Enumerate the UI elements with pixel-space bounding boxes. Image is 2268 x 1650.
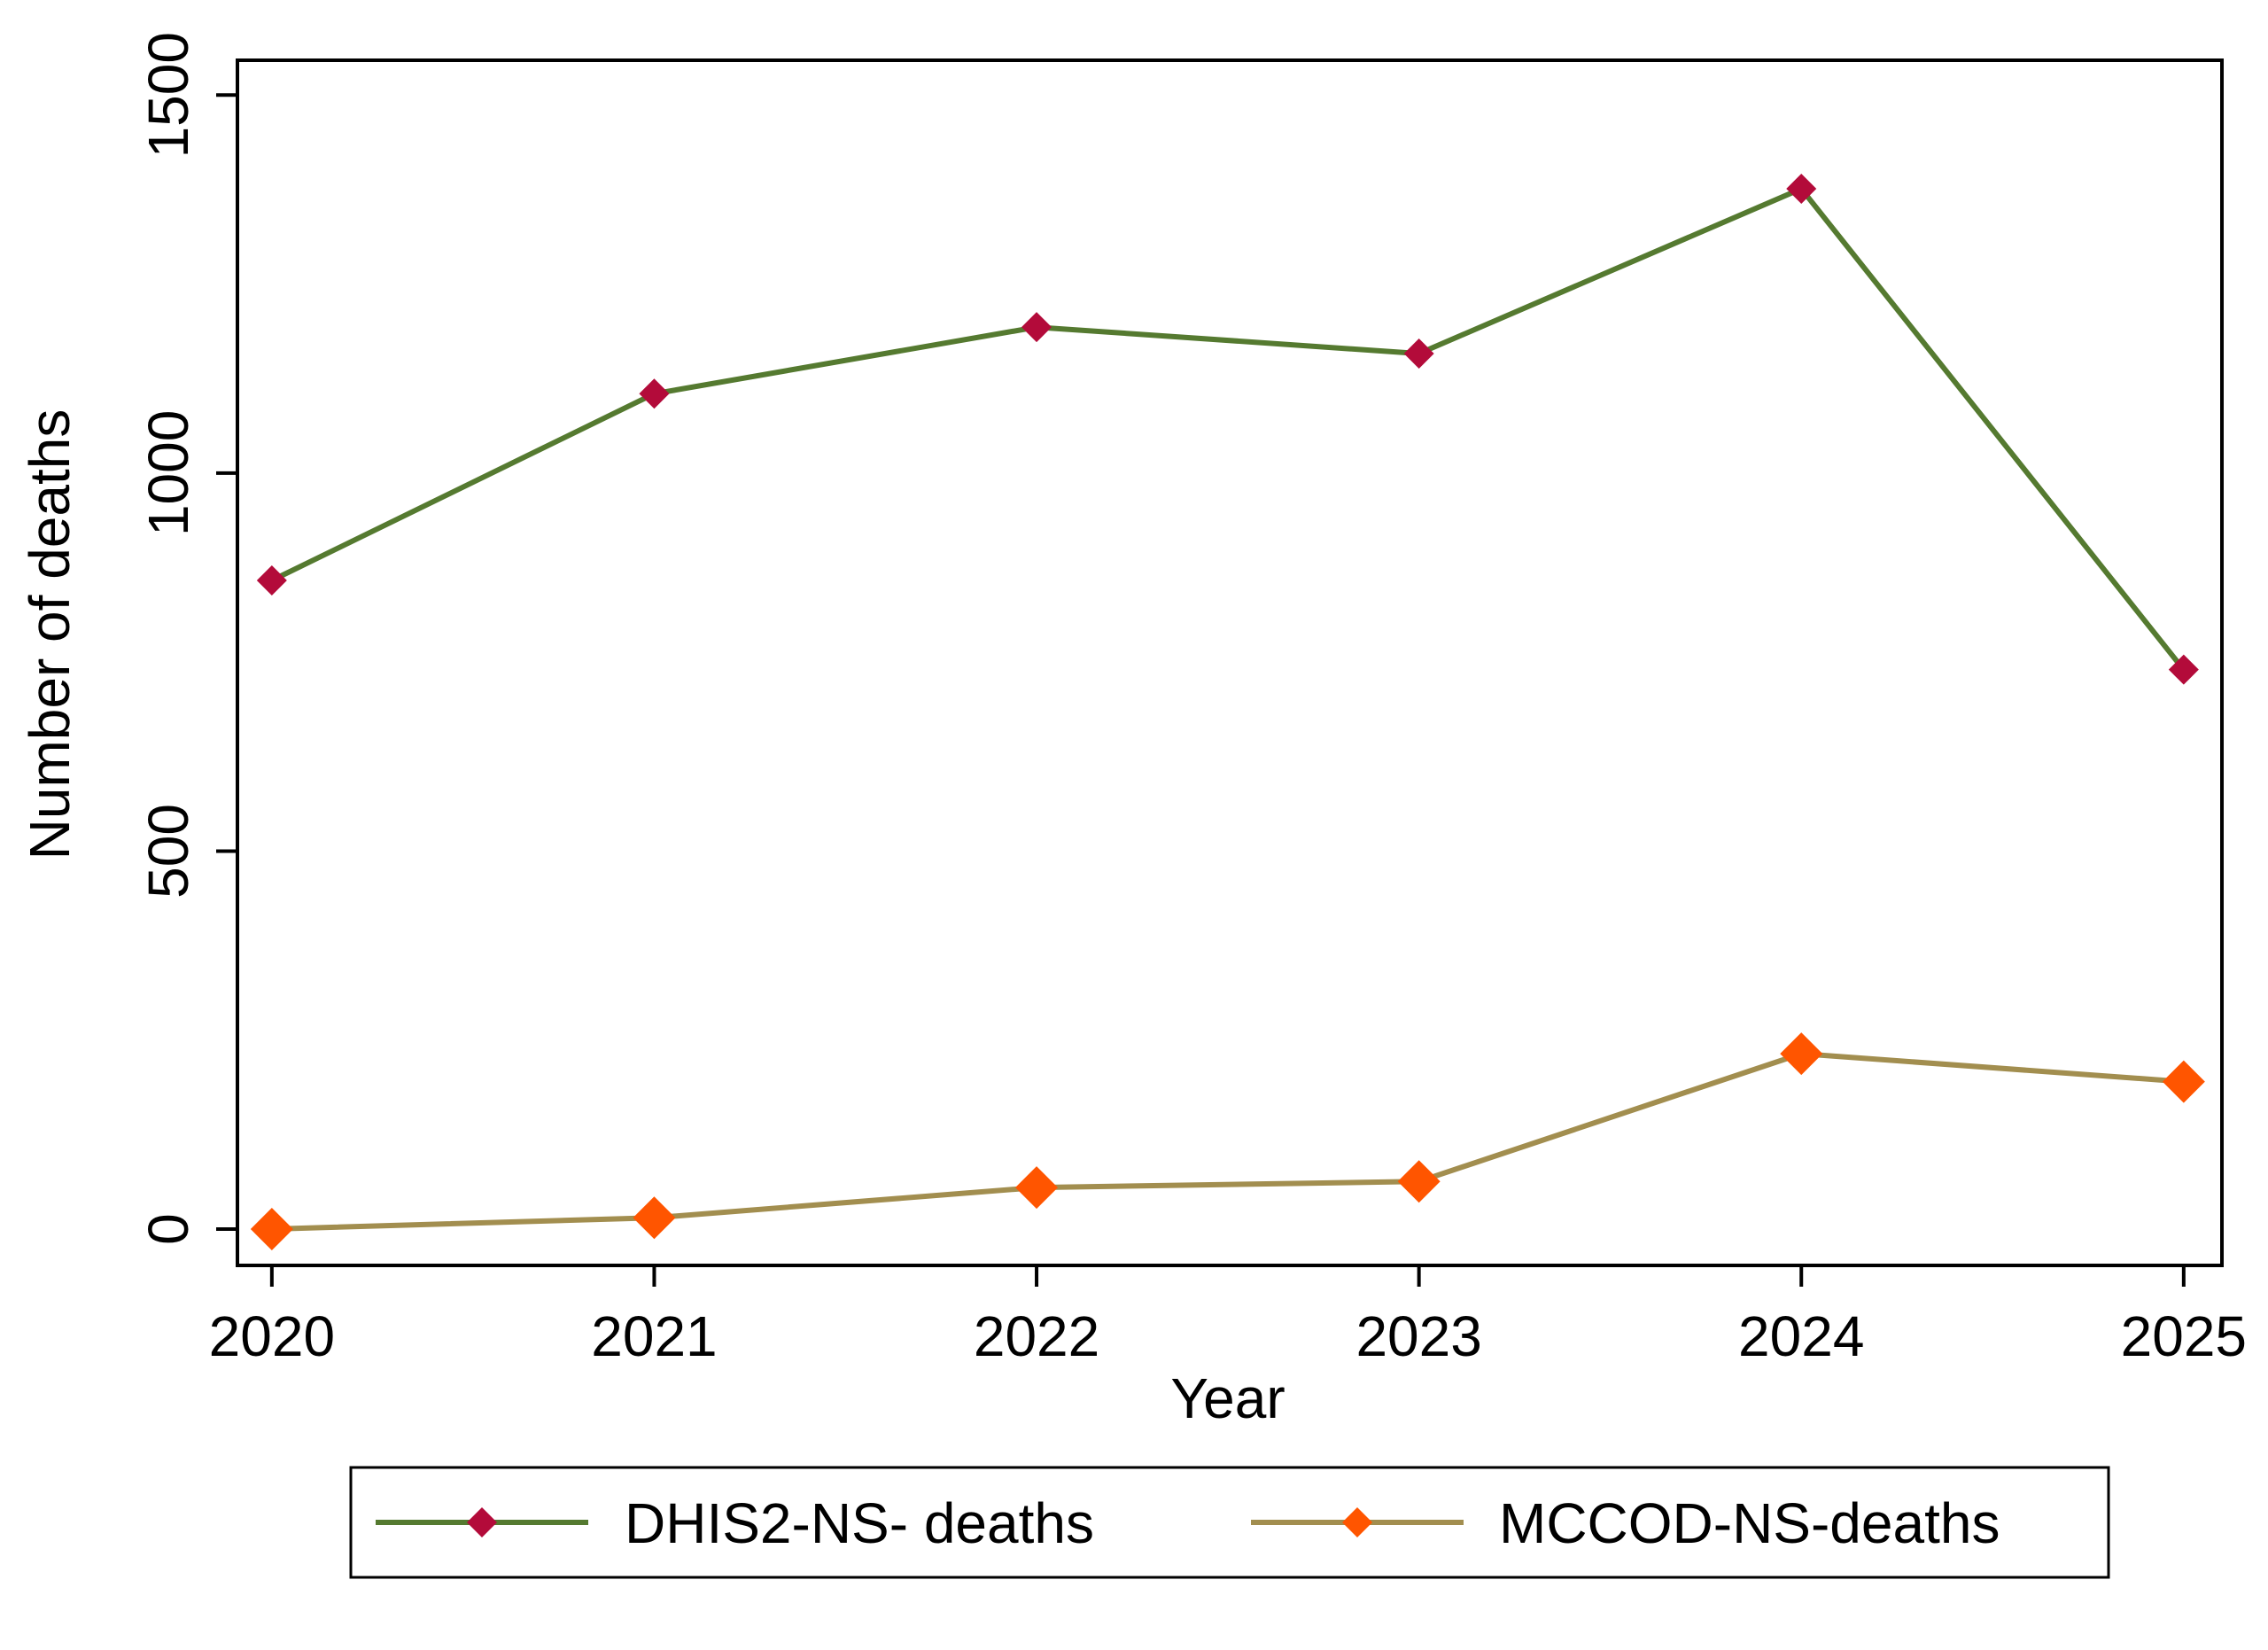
legend-label-mccod: MCCOD-NS-deaths xyxy=(1499,1491,2000,1555)
y-axis: 0 500 1000 1500 xyxy=(136,32,237,1245)
y-tick-label: 500 xyxy=(136,804,200,899)
legend-marker-dhis2 xyxy=(467,1507,497,1537)
y-tick-label: 1000 xyxy=(136,410,200,536)
legend: DHIS2-NS- deaths MCCOD-NS-deaths xyxy=(349,1466,2110,1579)
data-point xyxy=(2168,654,2199,685)
legend-box xyxy=(349,1466,2110,1579)
series-line xyxy=(271,1051,2185,1232)
series-mccod xyxy=(250,1032,2205,1251)
x-tick-label: 2024 xyxy=(1738,1304,1864,1368)
data-point xyxy=(250,1208,293,1251)
data-point xyxy=(639,378,670,409)
x-tick-label: 2020 xyxy=(209,1304,335,1368)
data-point xyxy=(1015,1166,1059,1210)
data-point xyxy=(633,1196,676,1240)
x-tick-label: 2022 xyxy=(974,1304,1099,1368)
y-tick-label: 1500 xyxy=(136,32,200,158)
y-tick-label: 0 xyxy=(136,1213,200,1245)
data-point xyxy=(1403,339,1434,370)
x-tick-label: 2021 xyxy=(591,1304,717,1368)
legend-label-dhis2: DHIS2-NS- deaths xyxy=(625,1491,1094,1555)
x-tick-label: 2023 xyxy=(1355,1304,1481,1368)
x-axis: 2020 2021 2022 2023 2024 2025 xyxy=(209,1265,2247,1368)
plot-frame xyxy=(236,58,2224,1267)
x-axis-title: Year xyxy=(1170,1366,1285,1430)
data-point xyxy=(1780,1032,1823,1076)
series-line xyxy=(270,186,2186,672)
data-point xyxy=(256,565,287,596)
series-layer xyxy=(250,174,2205,1251)
y-axis-title: Number of deaths xyxy=(18,409,82,860)
data-point xyxy=(1397,1160,1441,1203)
legend-marker-mccod xyxy=(1342,1507,1372,1537)
data-point xyxy=(1021,312,1052,343)
data-point xyxy=(1786,174,1817,205)
data-point xyxy=(2162,1060,2205,1103)
x-tick-label: 2025 xyxy=(2121,1304,2247,1368)
series-dhis2 xyxy=(256,174,2199,685)
